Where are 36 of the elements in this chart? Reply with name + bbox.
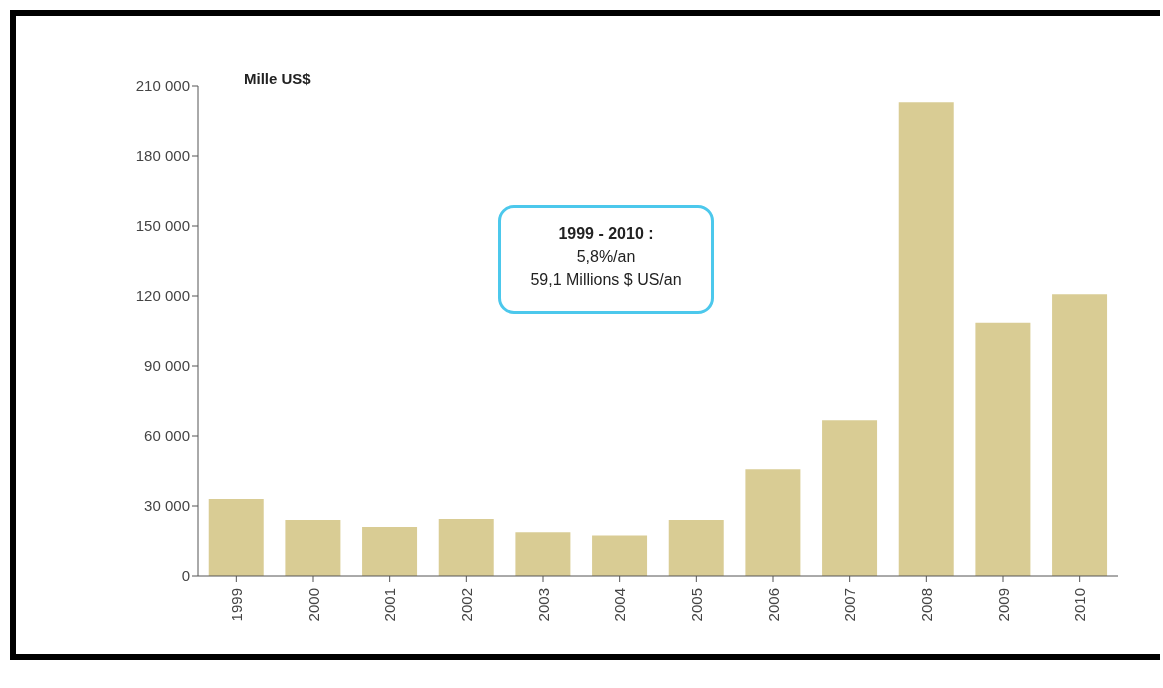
x-tick-label: 2007 <box>841 588 859 622</box>
bar <box>362 527 418 576</box>
bar <box>285 520 341 576</box>
annotation: 5,8%/an <box>575 247 637 267</box>
bar <box>745 469 801 576</box>
bar <box>898 102 954 576</box>
bar <box>592 535 648 576</box>
y-tick-label: 60 000 <box>144 427 190 445</box>
annotation: 1999 - 2010 : <box>557 224 655 244</box>
annotation: 59,1 Millions $ US/an <box>529 270 683 290</box>
y-tick-label: 150 000 <box>135 217 190 235</box>
y-tick-label: 210 000 <box>135 77 190 95</box>
y-tick-label: 90 000 <box>144 357 190 375</box>
bar <box>1052 294 1108 576</box>
bar <box>515 532 571 576</box>
bar <box>822 420 878 576</box>
x-tick-label: 2010 <box>1071 588 1089 622</box>
y-tick-label: 120 000 <box>135 287 190 305</box>
x-tick-label: 2001 <box>381 588 399 622</box>
y-tick-label: 30 000 <box>144 497 190 515</box>
x-tick-label: 2004 <box>611 588 629 622</box>
x-tick-label: 2002 <box>457 588 475 622</box>
x-tick-label: 2008 <box>917 588 935 622</box>
bar <box>438 519 494 576</box>
y-tick-label: 0 <box>181 567 190 585</box>
y-axis-title: Mille US$ <box>244 70 311 87</box>
bar <box>208 499 264 576</box>
bar <box>668 520 724 576</box>
x-tick-label: 2003 <box>534 588 552 622</box>
y-tick-label: 180 000 <box>135 147 190 165</box>
x-tick-label: 1999 <box>227 588 245 622</box>
x-tick-label: 2000 <box>304 588 322 622</box>
x-tick-label: 2006 <box>764 588 782 622</box>
bar <box>975 322 1031 576</box>
x-tick-label: 2005 <box>687 588 705 622</box>
x-tick-label: 2009 <box>994 588 1012 622</box>
